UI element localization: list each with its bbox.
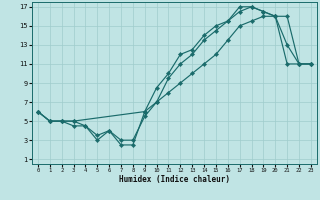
X-axis label: Humidex (Indice chaleur): Humidex (Indice chaleur) <box>119 175 230 184</box>
